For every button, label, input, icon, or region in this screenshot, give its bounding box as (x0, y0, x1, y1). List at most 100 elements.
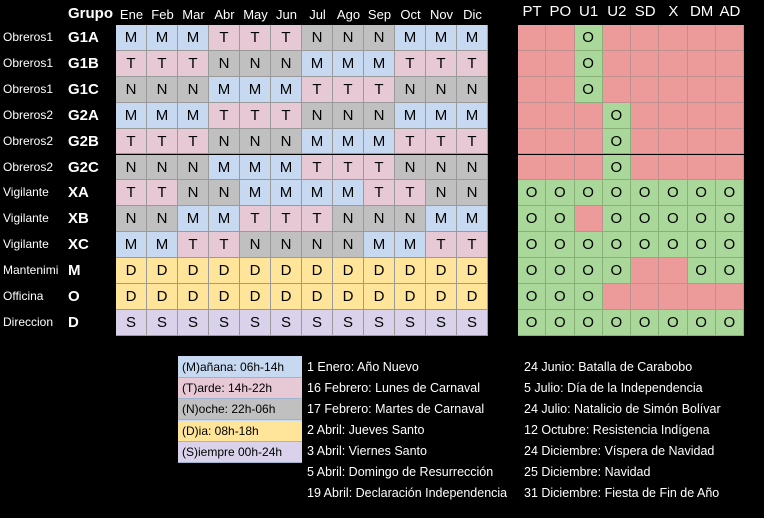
coverage-cell: O (518, 258, 547, 284)
shift-cell: T (147, 50, 178, 77)
coverage-cell (631, 258, 660, 284)
shift-cell: D (426, 284, 457, 310)
shift-cell: D (395, 258, 426, 284)
shift-cell: T (364, 76, 395, 103)
shift-cell: S (364, 309, 395, 336)
shift-cell: M (147, 25, 178, 51)
group-code: G2B (68, 132, 99, 150)
shift-cell: T (364, 154, 395, 181)
shift-cell: M (333, 180, 364, 207)
coverage-cell: O (687, 309, 716, 336)
shift-cell: M (271, 180, 302, 207)
month-header: May (243, 7, 268, 22)
shift-cell: D (209, 258, 240, 284)
row-label: Obreros1 (3, 81, 54, 96)
shift-cell: N (147, 206, 178, 233)
shift-cell: N (457, 154, 488, 181)
holiday: 16 Febrero: Lunes de Carnaval (307, 381, 481, 395)
shift-cell: T (426, 128, 457, 155)
holiday: 2 Abril: Jueves Santo (307, 423, 425, 437)
coverage-cell (518, 128, 547, 155)
shift-cell: M (395, 25, 426, 51)
shift-cell: N (147, 154, 178, 181)
row-label: Mantenimi (3, 263, 59, 278)
shift-cell: N (271, 128, 302, 155)
coverage-cell (602, 76, 631, 103)
shift-cell: M (209, 206, 240, 233)
holiday: 24 Julio: Natalicio de Simón Bolívar (524, 402, 721, 416)
shift-cell: T (302, 76, 333, 103)
coverage-header: X (668, 3, 679, 20)
group-code: D (68, 313, 79, 331)
shift-cell: T (457, 232, 488, 259)
coverage-cell (659, 128, 688, 155)
row-label: Obreros2 (3, 133, 54, 148)
coverage-cell: O (602, 102, 631, 129)
group-header: Grupo (68, 5, 113, 22)
shift-cell: D (240, 258, 271, 284)
shift-cell: N (271, 232, 302, 259)
coverage-cell (631, 102, 660, 129)
coverage-cell: O (546, 180, 575, 207)
legend-item: (D)ia: 08h-18h (178, 420, 302, 442)
shift-cell: S (209, 309, 240, 336)
shift-cell: M (395, 232, 426, 259)
shift-cell: D (333, 258, 364, 284)
coverage-cell: O (574, 180, 603, 207)
shift-cell: N (302, 232, 333, 259)
shift-cell: S (333, 309, 364, 336)
shift-cell: T (240, 102, 271, 129)
coverage-cell (631, 284, 660, 310)
coverage-cell (546, 50, 575, 77)
holiday: 5 Julio: Día de la Independencia (524, 381, 703, 395)
row-label: Obreros2 (3, 159, 54, 174)
shift-cell: T (426, 50, 457, 77)
shift-cell: D (302, 258, 333, 284)
shift-cell: T (116, 50, 147, 77)
coverage-cell: O (602, 232, 631, 259)
coverage-cell (631, 76, 660, 103)
coverage-cell (602, 284, 631, 310)
shift-cell: M (302, 180, 333, 207)
coverage-cell (687, 128, 716, 155)
coverage-cell: O (659, 180, 688, 207)
coverage-cell: O (659, 309, 688, 336)
shift-cell: M (302, 50, 333, 77)
shift-cell: D (178, 258, 209, 284)
coverage-cell: O (574, 76, 603, 103)
coverage-cell (546, 128, 575, 155)
coverage-cell (574, 128, 603, 155)
shift-cell: M (457, 102, 488, 129)
holiday: 31 Diciembre: Fiesta de Fin de Año (524, 486, 720, 500)
month-header: Dic (463, 7, 482, 22)
shift-cell: T (209, 232, 240, 259)
coverage-header: AD (719, 3, 741, 20)
shift-cell: D (457, 284, 488, 310)
coverage-cell: O (687, 232, 716, 259)
coverage-cell (659, 76, 688, 103)
shift-cell: T (271, 206, 302, 233)
shift-cell: T (178, 128, 209, 155)
coverage-cell (687, 102, 716, 129)
shift-cell: N (364, 25, 395, 51)
shift-cell: S (426, 309, 457, 336)
shift-cell: D (302, 284, 333, 310)
coverage-cell (687, 154, 716, 181)
coverage-cell (546, 25, 575, 51)
coverage-cell: O (574, 25, 603, 51)
shift-cell: N (240, 50, 271, 77)
coverage-cell: O (602, 309, 631, 336)
shift-cell: T (395, 180, 426, 207)
coverage-cell: O (546, 309, 575, 336)
coverage-cell (659, 25, 688, 51)
shift-cell: N (395, 154, 426, 181)
shift-cell: T (395, 50, 426, 77)
coverage-cell: O (546, 206, 575, 233)
shift-cell: T (457, 128, 488, 155)
shift-cell: D (271, 258, 302, 284)
shift-cell: T (178, 50, 209, 77)
group-code: O (68, 288, 80, 305)
shift-cell: M (116, 25, 147, 51)
shift-cell: N (395, 206, 426, 233)
shift-cell: N (116, 154, 147, 181)
